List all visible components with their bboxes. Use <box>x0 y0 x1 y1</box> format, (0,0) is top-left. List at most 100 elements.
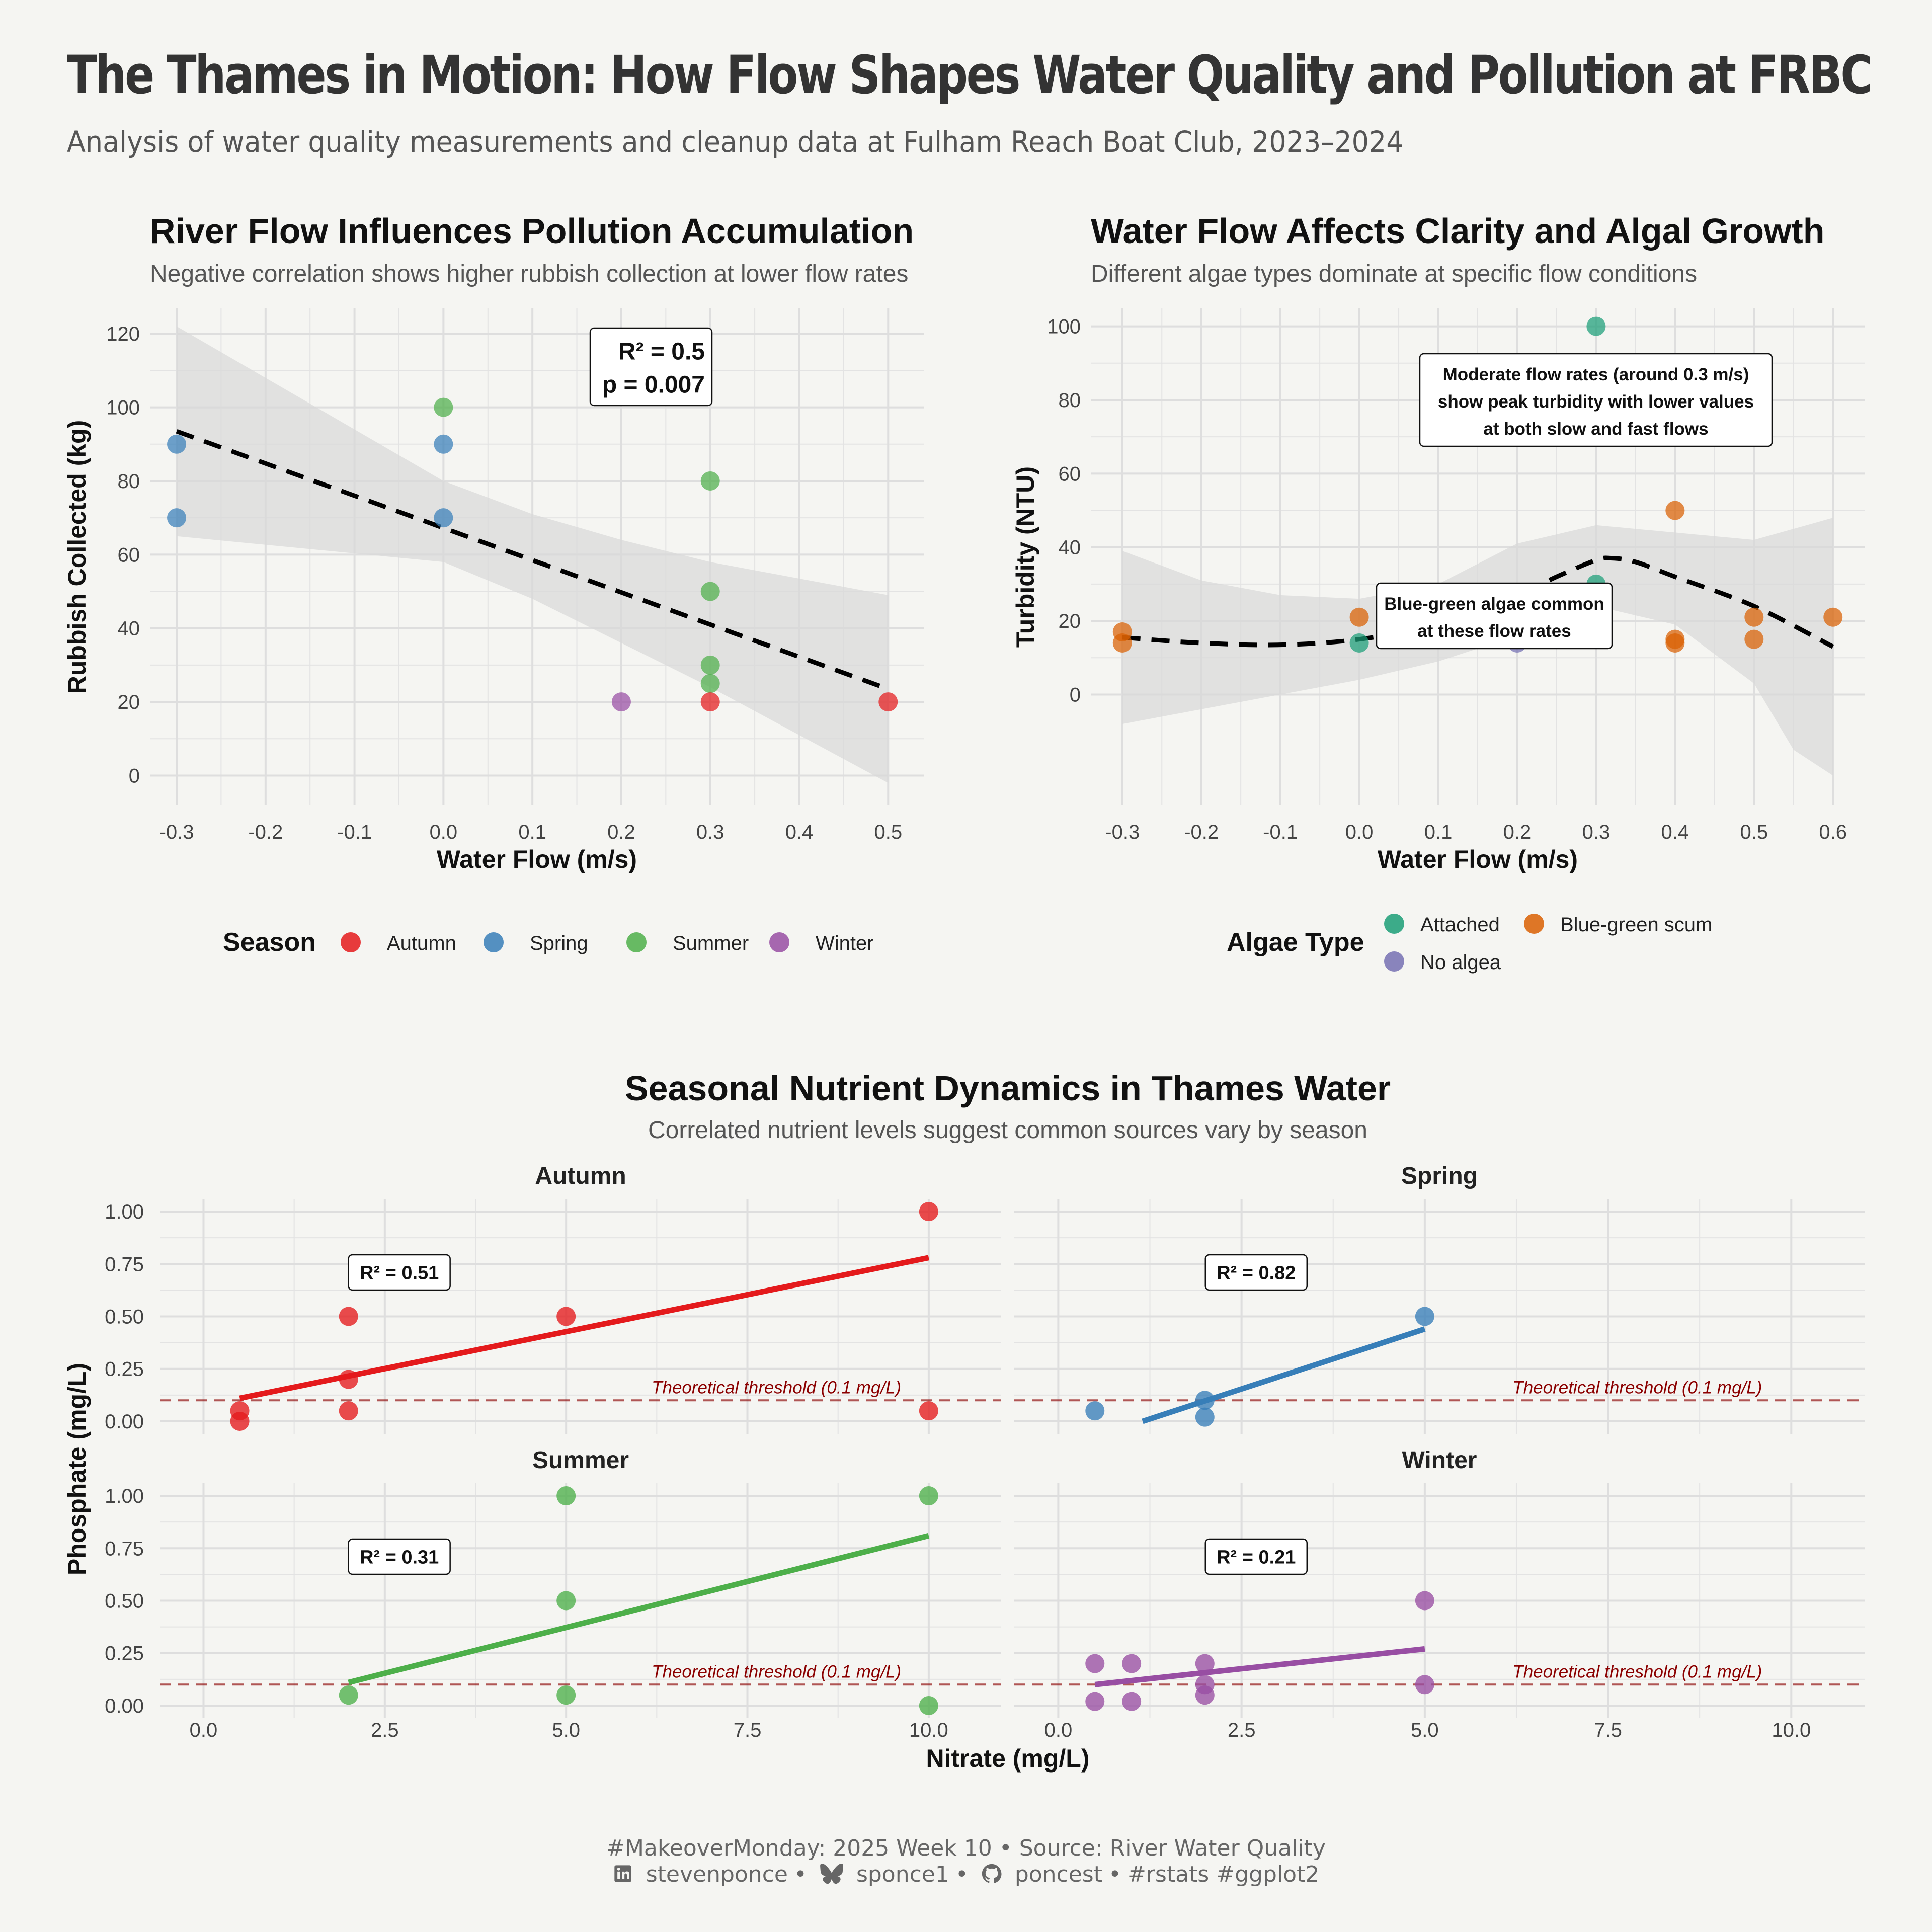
data-point <box>1744 607 1764 627</box>
data-point <box>339 1401 358 1421</box>
data-point <box>556 1486 576 1506</box>
r2-label-box <box>1204 1254 1308 1291</box>
y-tick-label: 120 <box>106 323 140 345</box>
data-point <box>339 1307 358 1326</box>
x-tick-label: 0.4 <box>785 821 814 843</box>
y-tick-label: 0 <box>129 765 140 787</box>
facet-summer: Summer Theoretical threshold (0.1 mg/L) R²… <box>105 1447 1001 1741</box>
data-point <box>1349 607 1369 627</box>
data-point <box>1349 633 1369 653</box>
bluegreen-annotation-box <box>1376 582 1613 650</box>
legend-label: Winter <box>816 932 874 954</box>
x-tick-label: 5.0 <box>552 1719 580 1741</box>
y-tick-label: 60 <box>118 544 140 566</box>
data-point <box>1665 501 1685 520</box>
legend-title: Algae Type <box>1227 928 1364 957</box>
data-point <box>878 692 898 712</box>
x-tick-label: 0.3 <box>1582 821 1611 843</box>
legend-key-autumn <box>341 932 361 952</box>
x-tick-label: -0.3 <box>1105 821 1140 843</box>
github-icon[interactable] <box>975 1862 1009 1887</box>
x-tick-label: -0.1 <box>337 821 372 843</box>
chart-subtitle: Correlated nutrient levels suggest commo… <box>648 1117 1367 1144</box>
data-point <box>1665 633 1685 653</box>
bluesky-handle[interactable]: sponce1 <box>856 1862 949 1887</box>
y-tick-label: 0.25 <box>105 1643 144 1665</box>
page-title: The Thames in Motion: How Flow Shapes Wa… <box>67 44 1873 106</box>
r2-label-text: R² = 0.51 <box>360 1262 439 1283</box>
y-tick-label: 100 <box>106 397 140 419</box>
chart-subtitle: Different algae types dominate at specif… <box>1091 261 1697 287</box>
x-tick-label: 0.4 <box>1661 821 1689 843</box>
peak-annotation-box <box>1419 353 1773 447</box>
data-point <box>339 1685 358 1705</box>
x-tick-label: 0.5 <box>1740 821 1768 843</box>
chart-title: Water Flow Affects Clarity and Algal Gro… <box>1091 211 1824 251</box>
x-tick-label: 7.5 <box>734 1719 762 1741</box>
threshold-label: Theoretical threshold (0.1 mg/L) <box>652 1378 901 1397</box>
data-point <box>556 1591 576 1611</box>
threshold-label: Theoretical threshold (0.1 mg/L) <box>1512 1662 1762 1681</box>
chart-turbidity-vs-flow: Water Flow Affects Clarity and Algal Gro… <box>1011 211 1865 974</box>
chart-title: River Flow Influences Pollution Accumula… <box>150 211 914 251</box>
x-tick-label: -0.3 <box>159 821 194 843</box>
data-point <box>700 582 720 601</box>
data-point <box>434 434 453 454</box>
separator: • <box>793 1862 807 1887</box>
separator: • <box>1108 1862 1121 1887</box>
peak-annotation-text: Moderate flow rates (around 0.3 m/s) <box>1443 365 1749 384</box>
data-point <box>556 1685 576 1705</box>
data-point <box>1085 1692 1105 1711</box>
data-point <box>230 1411 250 1431</box>
data-point <box>1195 1391 1215 1410</box>
legend-key-spring <box>484 932 504 952</box>
x-tick-label: 5.0 <box>1411 1719 1439 1741</box>
separator: • <box>955 1862 969 1887</box>
y-tick-label: 0.50 <box>105 1590 144 1613</box>
y-tick-label: 0.50 <box>105 1306 144 1328</box>
caption-social: stevenponce • sponce1 • poncest • #rstats #g… <box>0 1862 1932 1887</box>
x-tick-label: 0.6 <box>1819 821 1847 843</box>
y-tick-label: 80 <box>1059 389 1081 412</box>
data-point <box>1586 316 1606 336</box>
data-point <box>434 508 453 528</box>
data-point <box>1195 1407 1215 1427</box>
trend-line <box>176 429 889 691</box>
x-tick-label: 2.5 <box>1228 1719 1256 1741</box>
data-point <box>1415 1307 1434 1326</box>
legend-title: Season <box>223 928 316 957</box>
y-tick-label: 80 <box>118 470 140 493</box>
r2-annotation-box <box>589 327 713 407</box>
data-point <box>1085 1654 1105 1673</box>
bluesky-icon[interactable] <box>813 1862 850 1887</box>
x-tick-label: 0.0 <box>430 821 458 843</box>
y-tick-label: 20 <box>1059 610 1081 632</box>
peak-annotation-text: show peak turbidity with lower values <box>1438 392 1754 412</box>
legend-label: Summer <box>673 932 749 954</box>
y-tick-label: 0.75 <box>105 1538 144 1560</box>
y-tick-label: 60 <box>1059 463 1081 485</box>
data-point <box>1415 1675 1434 1695</box>
r2-label-box <box>348 1254 451 1291</box>
legend-key-summer <box>626 932 647 952</box>
threshold-label: Theoretical threshold (0.1 mg/L) <box>1512 1378 1762 1397</box>
data-point <box>167 508 187 528</box>
data-point <box>1122 1654 1142 1673</box>
data-point <box>611 692 631 712</box>
linkedin-icon[interactable] <box>613 1862 640 1887</box>
data-point <box>700 471 720 491</box>
data-point <box>167 434 187 454</box>
facet-spring: Spring Theoretical threshold (0.1 mg/L) R²… <box>1014 1163 1865 1434</box>
chart-rubbish-vs-flow: River Flow Influences Pollution Accumula… <box>63 211 924 957</box>
r2-label-box <box>1204 1538 1308 1575</box>
linkedin-handle[interactable]: stevenponce <box>646 1862 788 1887</box>
data-point <box>919 1202 938 1222</box>
r2-label-text: R² = 0.21 <box>1217 1547 1296 1568</box>
r2-annotation-text: p = 0.007 <box>602 371 705 398</box>
x-tick-label: 0.2 <box>607 821 635 843</box>
y-tick-label: 0.75 <box>105 1253 144 1275</box>
github-handle[interactable]: poncest <box>1014 1862 1102 1887</box>
facet-title: Winter <box>1402 1447 1477 1474</box>
legend-key-attached <box>1384 914 1404 934</box>
x-tick-label: 0.1 <box>518 821 546 843</box>
